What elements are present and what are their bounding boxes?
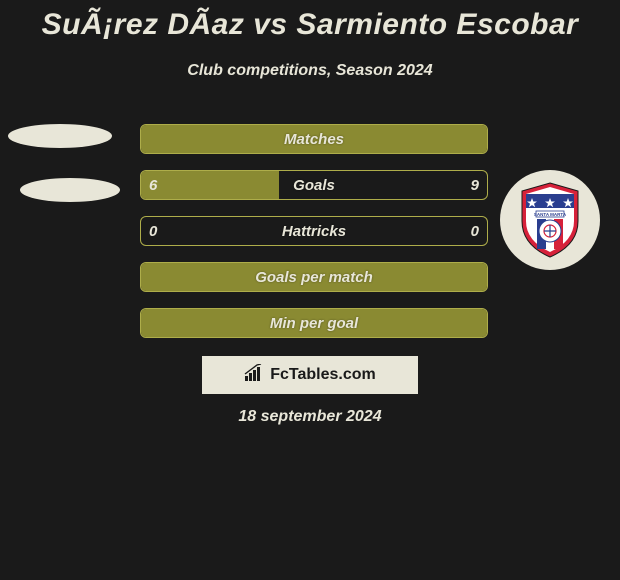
page-subtitle: Club competitions, Season 2024 [0, 62, 620, 80]
stat-row-hattricks: Hattricks0 0 [140, 216, 488, 246]
stat-label: Goals per match [141, 263, 487, 291]
brand-text: FcTables.com [270, 366, 376, 384]
brand-footer: FcTables.com [202, 356, 418, 394]
chart-icon [244, 364, 266, 387]
shield-icon: SANTA MARTA [514, 181, 586, 259]
stat-row-goals-per-match: Goals per match [140, 262, 488, 292]
stat-label: Hattricks [141, 217, 487, 245]
stat-row-goals: Goals6 9 [140, 170, 488, 200]
team-badge-santa-marta: SANTA MARTA [500, 170, 600, 270]
player-avatar-placeholder-2 [20, 178, 120, 202]
stat-row-matches: Matches [140, 124, 488, 154]
player-avatar-placeholder-1 [8, 124, 112, 148]
stat-row-min-per-goal: Min per goal [140, 308, 488, 338]
page-title: SuÃ¡rez DÃ­az vs Sarmiento Escobar [0, 8, 620, 42]
date-text: 18 september 2024 [0, 408, 620, 426]
stat-value-right: 0 [471, 217, 479, 245]
svg-text:SANTA MARTA: SANTA MARTA [534, 212, 567, 217]
stat-label: Min per goal [141, 309, 487, 337]
stat-label: Goals [141, 171, 487, 199]
comparison-bars: Matches Goals6 9 Hattricks0 0 Goals per match… [140, 124, 488, 354]
stat-value-left: 0 [149, 217, 157, 245]
stat-value-right: 9 [471, 171, 479, 199]
stat-value-left: 6 [149, 171, 157, 199]
stat-label: Matches [141, 125, 487, 153]
